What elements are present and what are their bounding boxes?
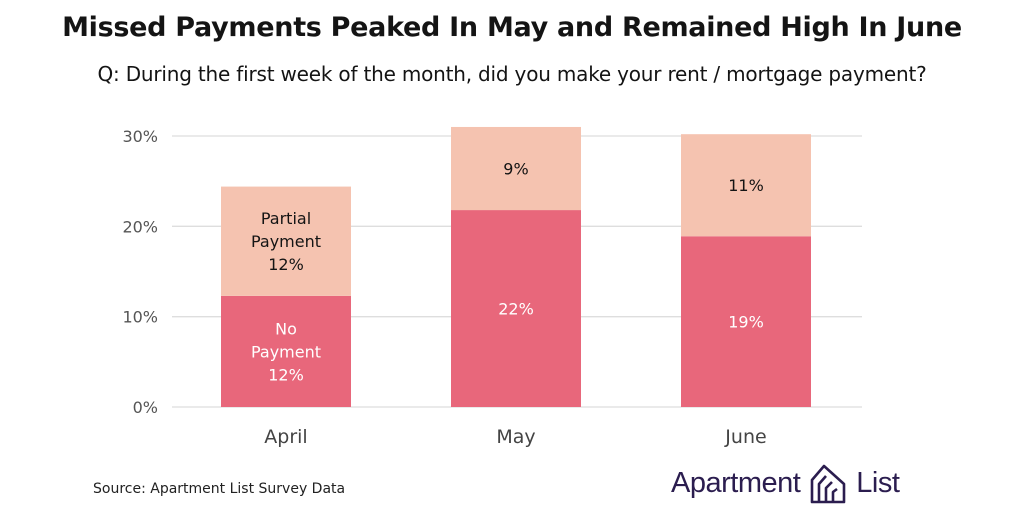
y-tick-label: 0%	[133, 398, 158, 417]
x-tick-label: June	[724, 426, 766, 448]
bar-no-payment	[221, 295, 351, 407]
chart-subtitle: Q: During the first week of the month, d…	[97, 62, 927, 86]
bar-partial-payment	[451, 126, 581, 211]
x-tick-label: May	[496, 426, 535, 448]
bar-partial-payment	[221, 186, 351, 296]
bar-partial-payment	[681, 134, 811, 237]
apartment-list-logo-icon	[810, 464, 846, 504]
y-tick-label: 20%	[122, 217, 158, 236]
data-label: 9%	[503, 160, 528, 179]
data-label: 11%	[728, 176, 764, 195]
logo-word-apartment: Apartment	[671, 466, 801, 499]
bar-no-payment	[681, 236, 811, 407]
logo-word-list: List	[856, 466, 900, 499]
data-label: 12%	[268, 365, 304, 384]
x-tick-label: April	[264, 426, 307, 448]
y-tick-label: 30%	[122, 127, 158, 146]
bar-no-payment	[451, 210, 581, 407]
data-label: 12%	[268, 255, 304, 274]
inline-series-name: Partial	[261, 209, 311, 228]
inline-series-name: Payment	[251, 232, 321, 251]
chart-title: Missed Payments Peaked In May and Remain…	[62, 12, 962, 43]
y-tick-label: 10%	[122, 308, 158, 327]
data-label: 19%	[728, 313, 764, 332]
source-note: Source: Apartment List Survey Data	[93, 481, 346, 497]
inline-series-name: Payment	[251, 342, 321, 361]
inline-series-name: No	[275, 319, 297, 338]
apartment-list-logo: Apartment List	[671, 458, 961, 508]
data-label: 22%	[498, 300, 534, 319]
